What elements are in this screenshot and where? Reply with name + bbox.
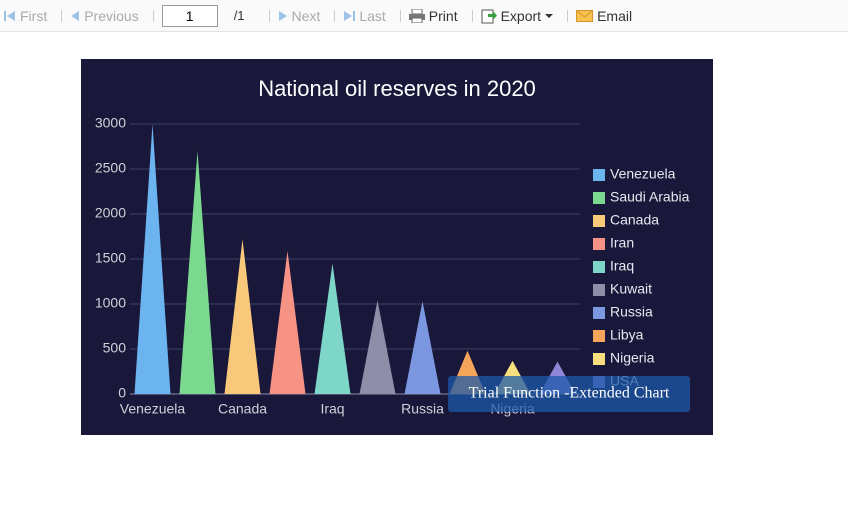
watermark-box xyxy=(448,376,690,412)
bar xyxy=(314,263,351,394)
legend-swatch xyxy=(593,284,605,296)
bar xyxy=(179,151,216,394)
legend-label: Canada xyxy=(610,212,659,228)
bar xyxy=(404,301,441,394)
x-tick-label: Russia xyxy=(401,401,444,417)
email-button[interactable]: Email xyxy=(576,8,632,24)
separator xyxy=(471,9,473,22)
bar xyxy=(359,300,396,394)
label: Next xyxy=(291,7,321,24)
dropdown-arrow xyxy=(545,13,554,18)
legend-label: Saudi Arabia xyxy=(610,189,690,205)
y-tick-label: 1000 xyxy=(95,295,126,311)
icon xyxy=(71,10,80,21)
separator xyxy=(152,9,154,22)
x-tick-label: Venezuela xyxy=(120,401,186,417)
y-tick-label: 2000 xyxy=(95,205,126,221)
legend-swatch xyxy=(593,215,605,227)
label: Previous xyxy=(84,7,139,24)
label: Print xyxy=(428,7,458,24)
separator xyxy=(268,9,270,22)
toolbar: First Previous 1 /1 Next Last Print Expo… xyxy=(0,0,848,32)
separator xyxy=(567,9,569,22)
print-button[interactable]: Print xyxy=(408,7,458,24)
icon xyxy=(4,10,15,21)
legend-label: Kuwait xyxy=(610,281,652,297)
chart-title: National oil reserves in 2020 xyxy=(258,76,536,101)
bar xyxy=(134,124,171,394)
legend-label: Iraq xyxy=(610,258,634,274)
separator xyxy=(334,9,336,22)
icon xyxy=(344,10,356,21)
label: Export xyxy=(500,7,542,24)
legend-label: Libya xyxy=(610,327,644,343)
first-button[interactable]: First xyxy=(4,8,47,24)
y-tick-label: 3000 xyxy=(95,115,126,131)
y-tick-label: 500 xyxy=(103,340,127,356)
label: First xyxy=(20,7,48,24)
icon xyxy=(481,9,497,23)
label: Email xyxy=(597,7,633,24)
x-tick-label: Iraq xyxy=(320,401,344,417)
bar xyxy=(269,250,306,394)
previous-button[interactable]: Previous xyxy=(70,7,139,24)
legend-label: Venezuela xyxy=(610,166,676,182)
legend-swatch xyxy=(593,353,605,365)
icon xyxy=(408,8,425,23)
icon xyxy=(278,10,287,21)
y-tick-label: 2500 xyxy=(95,160,126,176)
y-tick-label: 1500 xyxy=(95,250,126,266)
legend-swatch xyxy=(593,169,605,181)
legend-swatch xyxy=(593,261,605,273)
separator xyxy=(61,9,63,22)
bar xyxy=(224,239,261,394)
legend-swatch xyxy=(593,307,605,319)
page-input[interactable]: 1 xyxy=(161,4,218,27)
legend-label: Nigeria xyxy=(610,350,655,366)
page-total: /1 xyxy=(233,8,245,23)
legend-swatch xyxy=(593,192,605,204)
chart: National oil reserves in 2020 0 500 1000 15… xyxy=(81,59,713,435)
legend-label: Iran xyxy=(610,235,634,251)
export-button[interactable]: Export xyxy=(481,7,554,24)
next-button[interactable]: Next xyxy=(278,7,321,24)
y-tick-label: 0 xyxy=(118,385,126,401)
watermark: Trial Function -Extended Chart xyxy=(469,385,670,402)
legend-swatch xyxy=(593,330,605,342)
legend-label: Russia xyxy=(610,304,653,320)
icon xyxy=(576,9,594,22)
label: Last xyxy=(359,7,386,24)
separator xyxy=(399,9,401,22)
last-button[interactable]: Last xyxy=(343,7,386,24)
x-tick-label: Canada xyxy=(218,401,267,417)
legend-swatch xyxy=(593,238,605,250)
